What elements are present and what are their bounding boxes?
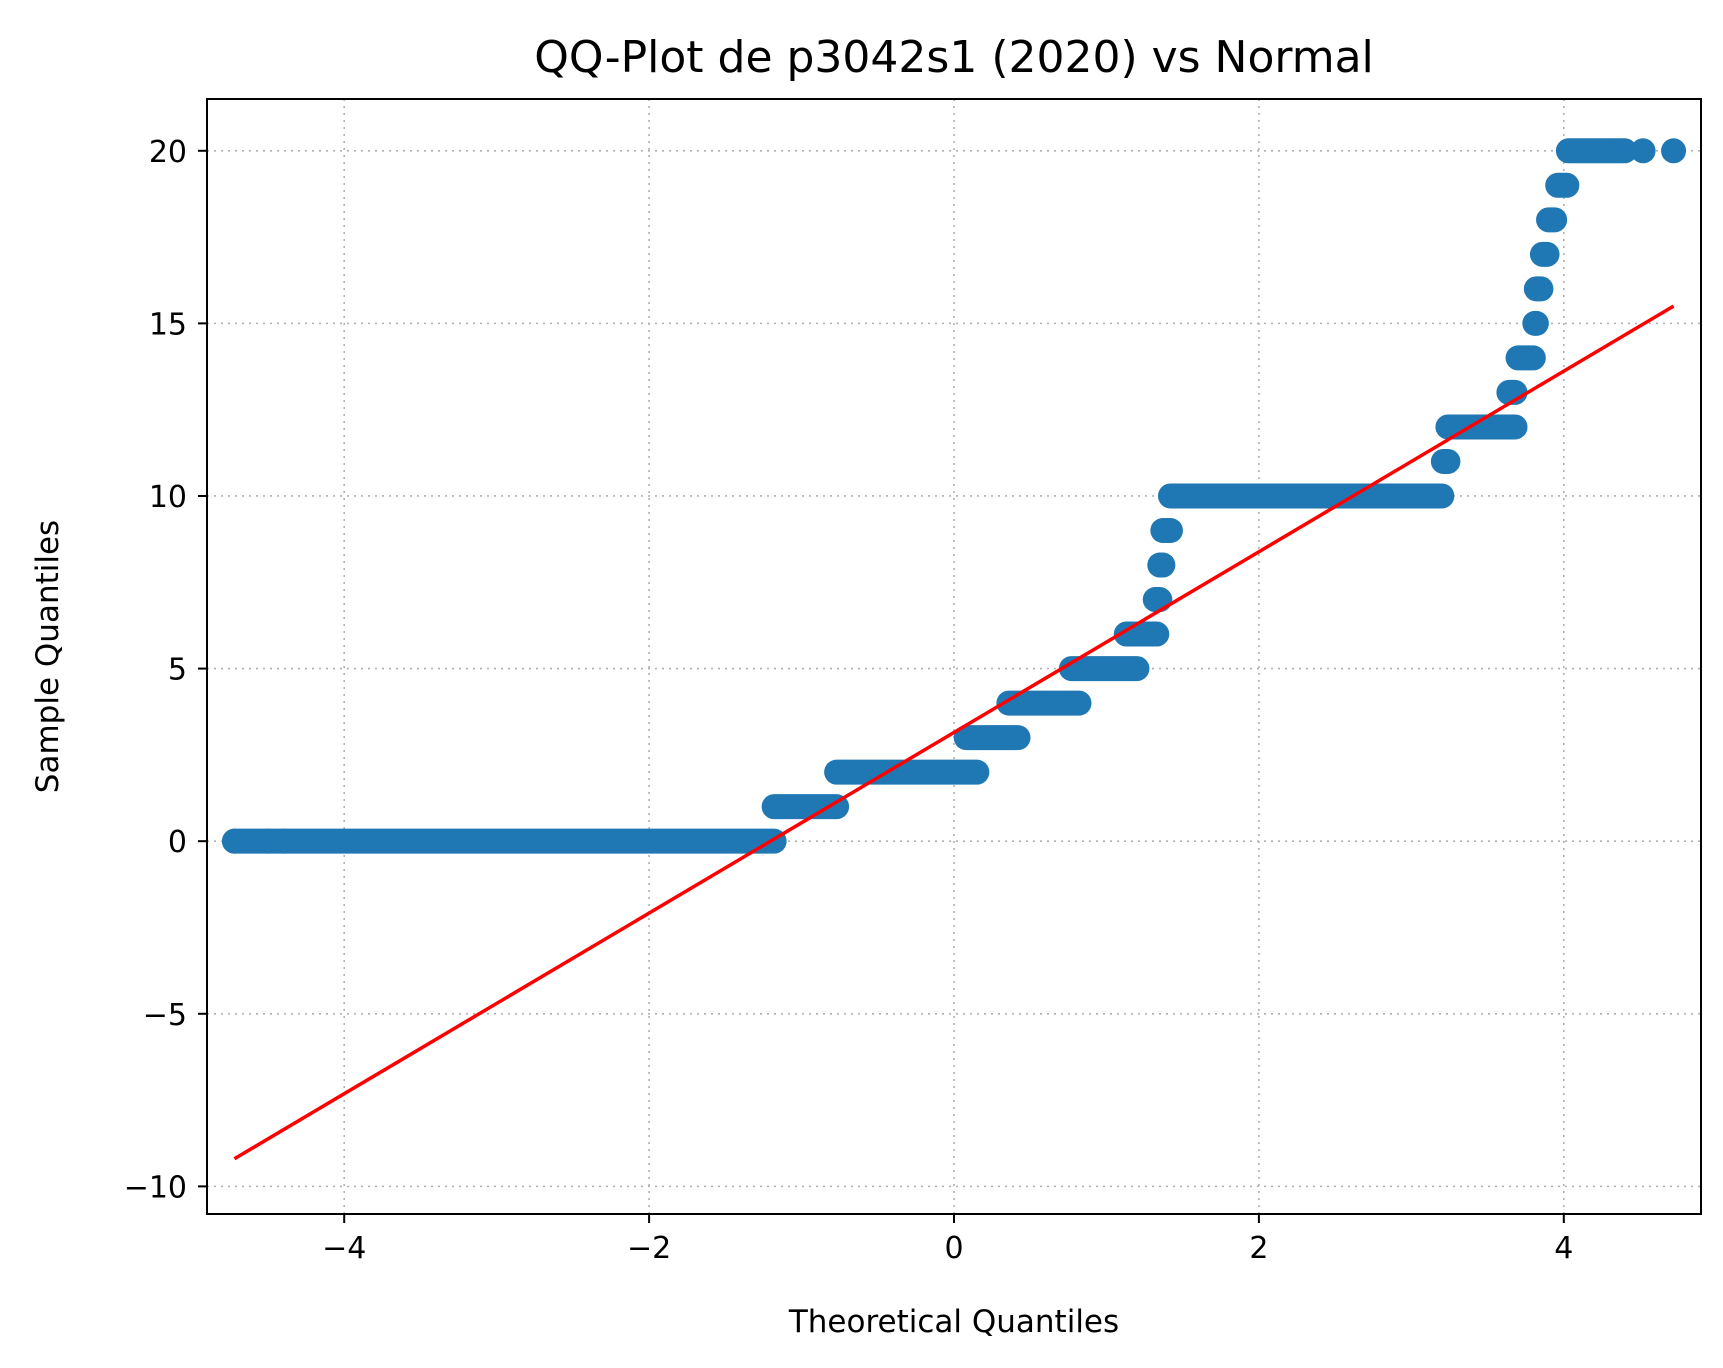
- y-tick-label: 15: [149, 307, 187, 342]
- sample-point: [1630, 138, 1656, 164]
- x-tick-label: −4: [322, 1231, 366, 1266]
- y-tick-label: 10: [149, 480, 187, 515]
- chart-title: QQ-Plot de p3042s1 (2020) vs Normal: [534, 32, 1374, 83]
- reference-line-group: [233, 304, 1675, 1161]
- y-tick-label: −5: [143, 998, 187, 1033]
- y-axis-ticks: −10 −5 0 5 10 15 20: [124, 135, 207, 1205]
- y-tick-label: 20: [149, 135, 187, 170]
- y-tick-label: −10: [124, 1170, 187, 1205]
- y-tick-label: 0: [168, 825, 187, 860]
- y-axis-title: Sample Quantiles: [30, 520, 66, 793]
- x-tick-label: 2: [1249, 1231, 1268, 1266]
- x-tick-label: −2: [627, 1231, 671, 1266]
- x-axis-title: Theoretical Quantiles: [788, 1304, 1119, 1340]
- sample-point: [221, 828, 247, 854]
- x-axis-ticks: −4 −2 0 2 4: [322, 1214, 1573, 1266]
- y-tick-label: 5: [168, 653, 187, 688]
- reference-line: [233, 304, 1675, 1161]
- sample-point: [270, 828, 296, 854]
- x-tick-label: 4: [1554, 1231, 1573, 1266]
- x-tick-label: 0: [944, 1231, 963, 1266]
- sample-point: [1661, 138, 1687, 164]
- sample-points: [221, 138, 1687, 854]
